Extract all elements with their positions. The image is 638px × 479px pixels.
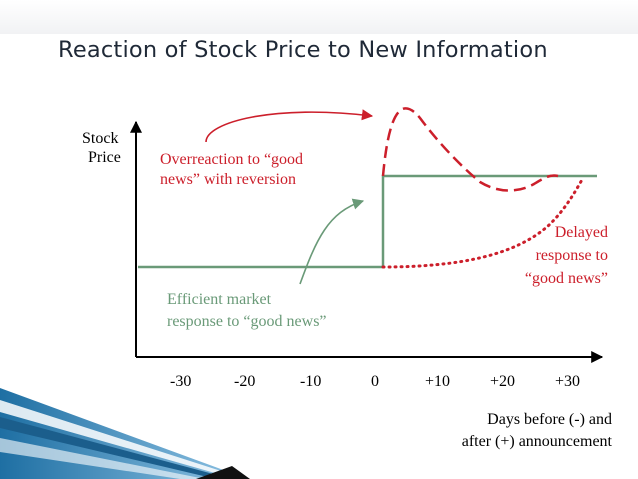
overreaction-label-line1: Overreaction to “good [160,151,304,168]
x-tick-label: +30 [555,373,581,390]
efficient-arrow [299,198,365,285]
decorative-ribbon [0,388,250,479]
x-tick-label: +10 [425,373,451,390]
delayed-label-line3: “good news” [524,270,608,287]
efficient-response-line [138,174,597,269]
x-tick-label: -30 [170,373,192,390]
overreaction-arrow [205,109,374,143]
x-tick-label: +20 [490,373,516,390]
delayed-response-curve [381,176,585,269]
y-axis-label-line2: Price [88,149,121,166]
delayed-label-line1: Delayed [554,224,608,241]
top-bar [0,0,638,34]
delayed-label-line2: response to [535,247,608,264]
overreaction-label-line2: news” with reversion [160,171,296,188]
x-tick-label: 0 [371,373,379,390]
x-axis-label-line1: Days before (-) and [487,411,612,428]
overreaction-curve [381,107,559,192]
x-tick-label: -20 [234,373,256,390]
slide-title: Reaction of Stock Price to New Informati… [58,37,548,63]
efficient-label-line1: Efficient market [167,291,272,308]
x-axis-label-line2: after (+) announcement [461,433,612,450]
x-tick-label: -10 [300,373,322,390]
y-axis-label-line1: Stock [82,130,119,147]
efficient-label-line2: response to “good news” [167,313,327,330]
